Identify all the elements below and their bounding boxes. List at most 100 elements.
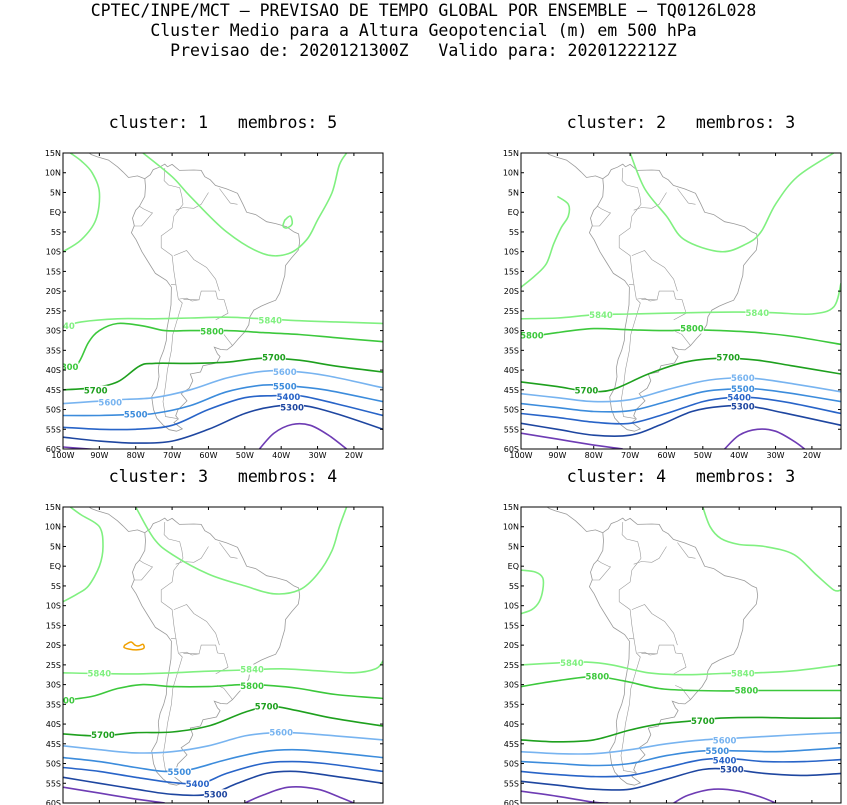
country-border — [632, 605, 678, 646]
panel-title: cluster: 1 membros: 5 — [63, 113, 383, 132]
country-border — [675, 685, 690, 699]
lon-tick-label: 90W — [90, 451, 108, 460]
geopotential-map: 5840584058005800570057005600560055005500… — [0, 139, 420, 451]
map-frame — [521, 507, 841, 803]
country-border — [139, 206, 152, 213]
country-border — [174, 251, 220, 292]
lat-tick-label: 20S — [46, 287, 61, 296]
contour-line-5840 — [521, 570, 543, 614]
lat-tick-label: 35S — [46, 346, 61, 355]
coastline — [131, 518, 299, 785]
lon-tick-label: 30W — [766, 451, 784, 460]
contour-label: 5300 — [720, 765, 744, 775]
contour-line-5300 — [521, 406, 841, 437]
contour-label: 5840 — [731, 670, 755, 680]
lat-tick-label: 40S — [504, 366, 519, 375]
country-border — [161, 558, 183, 772]
lat-tick-label: EQ — [508, 208, 519, 217]
map-frame — [63, 507, 383, 803]
lat-tick-label: 25S — [504, 661, 519, 670]
country-border — [597, 560, 610, 567]
lat-tick-label: 10S — [46, 602, 61, 611]
map-frame — [521, 153, 841, 449]
contour-line-5400 — [521, 759, 841, 777]
contour-line-5700 — [521, 717, 841, 741]
lon-tick-label: 80W — [127, 451, 145, 460]
contour-line-5200 — [259, 424, 346, 449]
lat-tick-label: 15N — [503, 149, 519, 158]
contour-line-5840 — [703, 507, 841, 591]
coastline — [521, 146, 603, 179]
lat-tick-label: 30S — [504, 681, 519, 690]
lat-tick-label: 20S — [46, 641, 61, 650]
contour-line-5800 — [63, 685, 383, 701]
lat-tick-label: 30S — [46, 327, 61, 336]
contour-label: 5300 — [731, 402, 755, 412]
contour-label: 5600 — [713, 737, 737, 747]
country-border — [219, 543, 237, 559]
lat-tick-label: 40S — [46, 366, 61, 375]
contour-label: 5500 — [273, 383, 297, 393]
contour-label: 5800 — [735, 687, 759, 697]
lat-tick-label: EQ — [508, 562, 519, 571]
contour-label: 5700 — [255, 702, 279, 712]
country-border — [219, 189, 237, 205]
lat-tick-label: 5N — [50, 188, 61, 197]
contour-label: 5840 — [240, 666, 264, 676]
country-border — [164, 522, 183, 558]
lon-tick-label: 60W — [199, 451, 217, 460]
lat-tick-label: 5N — [508, 542, 519, 551]
lat-tick-label: 55S — [46, 779, 61, 788]
lon-tick-label: 70W — [621, 451, 639, 460]
coastline — [521, 500, 603, 533]
contour-label: 5700 — [691, 717, 715, 727]
coastline — [564, 143, 582, 153]
contour-label: 5400 — [186, 780, 210, 790]
lat-tick-label: 45S — [46, 386, 61, 395]
contour-line-5840 — [521, 283, 841, 319]
contour-label: 5840 — [258, 317, 282, 327]
lon-tick-label: 60W — [657, 451, 675, 460]
lat-tick-label: 55S — [504, 779, 519, 788]
coastline — [106, 497, 124, 507]
lat-tick-label: 45S — [504, 740, 519, 749]
contour-label: 5500 — [168, 768, 192, 778]
lat-tick-label: 5N — [508, 188, 519, 197]
coastline — [564, 497, 582, 507]
lat-tick-label: 50S — [504, 406, 519, 415]
lon-tick-label: 70W — [163, 451, 181, 460]
lon-tick-label: 100W — [509, 451, 532, 460]
contour-line-5200 — [725, 429, 805, 449]
contour-line-orange — [124, 642, 144, 650]
forecast-dates: Previsao de: 2020121300Z Valido para: 20… — [0, 41, 847, 60]
contour-line-5840 — [136, 507, 347, 594]
lat-tick-label: 15S — [504, 621, 519, 630]
contour-label: 5600 — [273, 368, 297, 378]
lat-tick-label: 20S — [504, 641, 519, 650]
country-border — [619, 558, 641, 772]
lat-tick-label: EQ — [50, 562, 61, 571]
lat-tick-label: 35S — [504, 700, 519, 709]
lon-tick-label: 50W — [236, 451, 254, 460]
lat-tick-label: 10S — [46, 248, 61, 257]
lat-tick-label: 45S — [504, 386, 519, 395]
contour-label: 5300 — [280, 404, 304, 414]
lat-tick-label: 55S — [46, 425, 61, 434]
lat-tick-label: 5S — [51, 228, 61, 237]
panel-title: cluster: 3 membros: 4 — [63, 467, 383, 486]
contour-line-5200 — [245, 787, 354, 803]
map-layers: 5840584058005800570057005600560055005500… — [51, 143, 383, 450]
lat-tick-label: 10S — [504, 248, 519, 257]
lat-tick-label: 10N — [45, 523, 61, 532]
lon-tick-label: 80W — [585, 451, 603, 460]
lat-tick-label: 35S — [504, 346, 519, 355]
country-border — [677, 543, 695, 559]
contour-label: 5300 — [204, 790, 228, 800]
country-border — [676, 299, 687, 313]
lon-tick-label: 20W — [803, 451, 821, 460]
contour-label: 5800 — [240, 682, 264, 692]
contour-label: 5700 — [84, 387, 108, 397]
